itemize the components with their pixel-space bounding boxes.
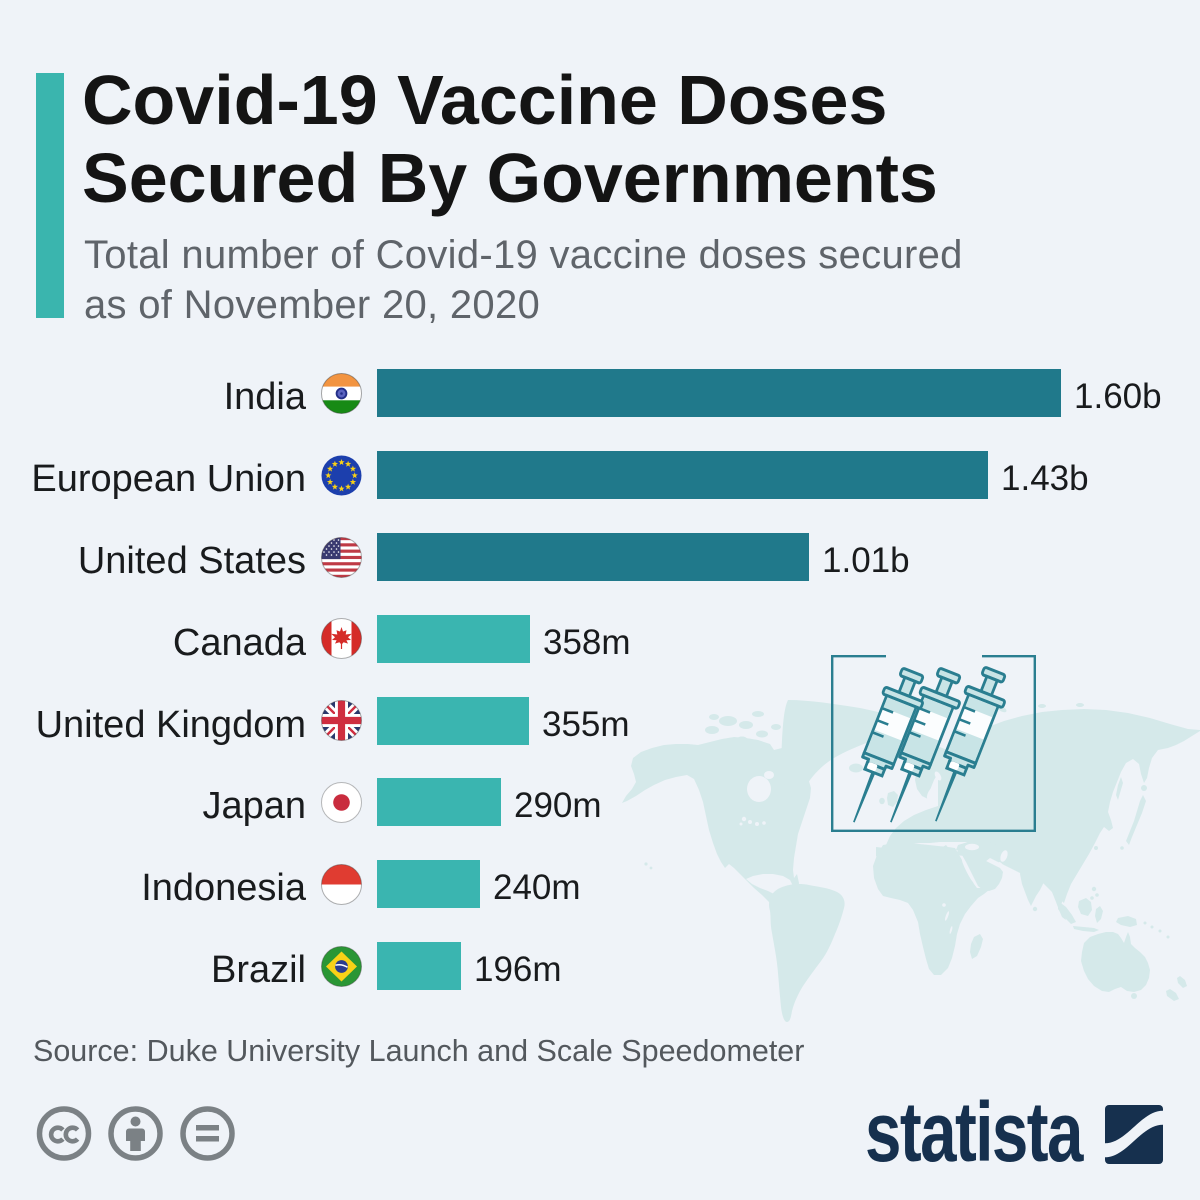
svg-text:statista: statista [865, 1095, 1084, 1175]
